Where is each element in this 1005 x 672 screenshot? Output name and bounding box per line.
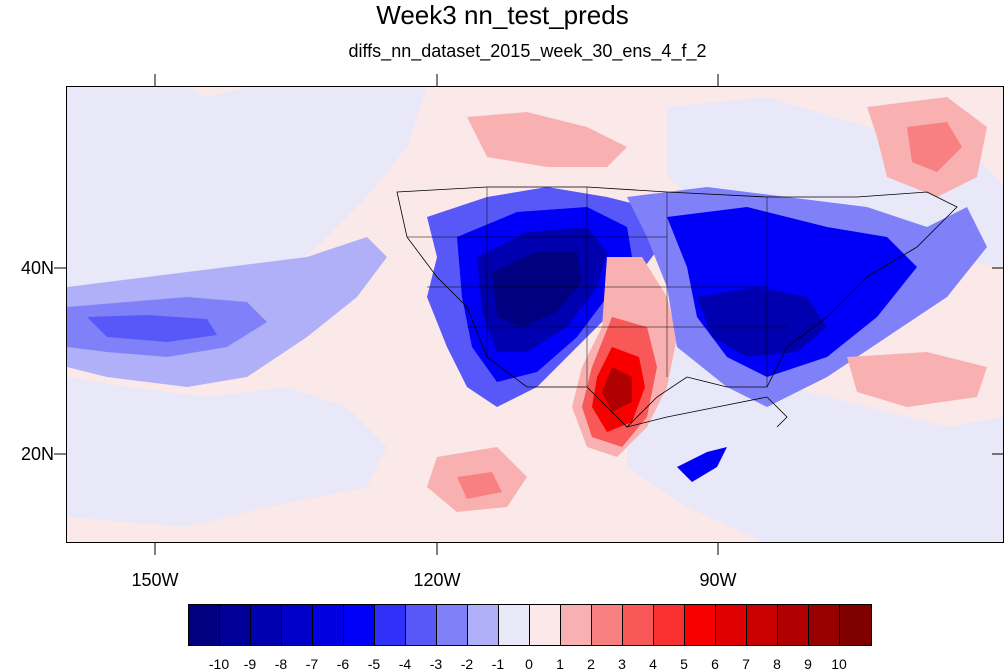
x-label-120w: 120W: [413, 570, 461, 590]
colorbar-swatch: [220, 605, 251, 645]
colorbar-tick-label: 8: [773, 656, 781, 672]
colorbar-swatch: [313, 605, 344, 645]
atlantic-red-patch: [847, 352, 987, 407]
colorbar-tick-label: -6: [336, 656, 350, 672]
colorbar-swatch: [716, 605, 747, 645]
gulf-coast: [626, 396, 788, 428]
colorbar-tick-label: -2: [460, 656, 474, 672]
colorbar-tick-label: -9: [243, 656, 257, 672]
conus-outline: [396, 186, 958, 428]
colorbar-tick-label: 9: [804, 656, 812, 672]
colorbar-tick-label: -7: [305, 656, 319, 672]
colorbar-swatch: [468, 605, 499, 645]
colorbar-swatch: [778, 605, 809, 645]
colorbar-swatch: [530, 605, 561, 645]
colorbar-tick-label: -4: [398, 656, 412, 672]
west-us-blue-deepest: [492, 252, 582, 327]
colorbar-swatch: [189, 605, 220, 645]
colorbar-swatch: [654, 605, 685, 645]
colorbar-tick-label: -8: [274, 656, 288, 672]
pacific-lower-light-blue: [67, 377, 387, 527]
colorbar-swatch: [499, 605, 530, 645]
colorbar-tick-label: 4: [649, 656, 657, 672]
pacific-blue-deep: [87, 315, 217, 342]
colorbar: [188, 604, 872, 646]
x-label-90w: 90W: [699, 570, 737, 590]
contour-map: [66, 86, 1004, 543]
colorbar-tick-label: 7: [742, 656, 750, 672]
colorbar-tick-label: 0: [525, 656, 533, 672]
northeast-red-core: [907, 122, 962, 172]
y-label-20n: 20N: [20, 444, 54, 464]
colorbar-swatch: [809, 605, 840, 645]
colorbar-tick-label: 1: [556, 656, 564, 672]
map-subtitle: diffs_nn_dataset_2015_week_30_ens_4_f_2: [348, 41, 707, 61]
alaska-red-patch: [467, 112, 627, 167]
colorbar-tick-label: 2: [587, 656, 595, 672]
map-title: Week3 nn_test_preds: [376, 0, 629, 30]
colorbar-swatch: [437, 605, 468, 645]
colorbar-tick-label: -3: [429, 656, 443, 672]
colorbar-swatch: [251, 605, 282, 645]
y-label-40n: 40N: [20, 258, 54, 278]
plains-red-deep: [602, 367, 632, 412]
colorbar-tick-label: 6: [711, 656, 719, 672]
colorbar-tick-label: -10: [208, 656, 230, 672]
colorbar-swatch: [561, 605, 592, 645]
colorbar-swatch: [747, 605, 778, 645]
colorbar-swatch: [623, 605, 654, 645]
colorbar-swatch: [375, 605, 406, 645]
colorbar-swatch: [685, 605, 716, 645]
colorbar-tick-label: -5: [367, 656, 381, 672]
colorbar-swatch: [592, 605, 623, 645]
contour-field: [67, 87, 1003, 542]
pacific-south-red-core: [457, 472, 502, 499]
colorbar-tick-label: 10: [831, 656, 847, 672]
state-lines: [407, 187, 787, 387]
colorbar-swatch: [840, 605, 871, 645]
colorbar-swatch: [282, 605, 313, 645]
x-label-150w: 150W: [131, 570, 179, 590]
caribbean-blue: [677, 447, 727, 482]
pacific-light-blue-region: [67, 87, 427, 317]
colorbar-tick-label: -1: [491, 656, 505, 672]
colorbar-swatch: [406, 605, 437, 645]
colorbar-tick-label: 5: [680, 656, 688, 672]
colorbar-swatch: [344, 605, 375, 645]
colorbar-tick-label: 3: [618, 656, 626, 672]
east-us-blue-core: [697, 287, 827, 357]
